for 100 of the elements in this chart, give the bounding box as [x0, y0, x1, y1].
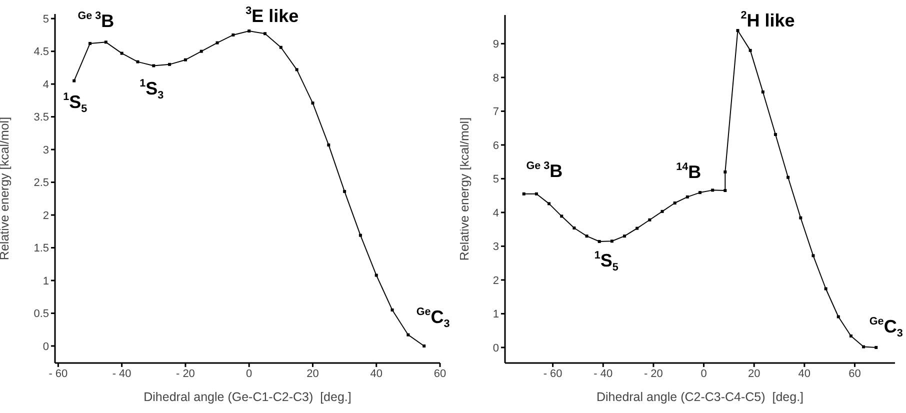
- point: [623, 234, 626, 238]
- point: [295, 68, 298, 72]
- y-tick-label: 4.5: [34, 46, 49, 58]
- point: [120, 52, 124, 55]
- y-tick-label: 1.5: [34, 242, 49, 255]
- x-tick-label: - 40: [112, 368, 132, 380]
- annotation: $^{Ge 3}$B: [526, 160, 563, 181]
- y-tick-label: 1: [42, 275, 49, 288]
- y-tick-label: 0: [42, 340, 49, 353]
- point: [390, 308, 394, 312]
- point: [836, 315, 840, 318]
- x-tick-label: 40: [798, 368, 811, 380]
- y-tick-label: 0.5: [34, 308, 49, 320]
- y-tick-label: 4: [492, 207, 499, 220]
- point: [248, 30, 251, 33]
- y-tick-label: 3.5: [34, 112, 49, 124]
- point: [673, 202, 676, 205]
- point: [560, 214, 564, 218]
- point: [799, 216, 802, 220]
- point: [422, 344, 426, 348]
- y-tick-label: 2: [492, 274, 499, 287]
- point: [184, 58, 187, 62]
- x-tick-label: 40: [370, 368, 382, 380]
- point: [698, 191, 702, 194]
- x-tick-label: - 40: [594, 368, 613, 380]
- y-tick-label: 0: [492, 342, 499, 354]
- y-tick-label: 5: [492, 174, 499, 186]
- y-tick-label: 8: [492, 72, 499, 84]
- x-tick-label: 20: [748, 368, 760, 380]
- point: [548, 202, 551, 206]
- x-tick-label: - 60: [543, 368, 562, 380]
- y-tick-label: 9: [492, 38, 499, 51]
- point: [168, 62, 172, 66]
- point: [406, 333, 410, 336]
- point: [311, 102, 314, 105]
- point: [660, 210, 664, 213]
- point: [343, 190, 346, 193]
- point: [88, 42, 92, 45]
- point: [572, 226, 576, 230]
- point: [72, 79, 76, 82]
- point: [774, 132, 777, 136]
- point: [585, 234, 588, 238]
- point: [724, 189, 727, 192]
- point: [786, 176, 790, 179]
- annotation: $^{1}$S$_{5}$: [63, 90, 88, 115]
- point: [358, 234, 362, 237]
- point: [598, 240, 601, 243]
- point: [232, 33, 235, 36]
- point: [686, 195, 689, 198]
- point: [374, 274, 378, 277]
- point: [104, 40, 108, 44]
- annotation: $^{1}$S$_{5}$: [594, 249, 618, 274]
- y-tick-label: 7: [492, 106, 499, 118]
- x-tick-label: - 20: [644, 368, 663, 380]
- annotation: $^{14}$B: [676, 161, 702, 182]
- y-tick-label: 6: [492, 140, 499, 152]
- point: [849, 334, 852, 338]
- annotation: $^{Ge}$C$_{3}$: [416, 306, 450, 330]
- point: [874, 346, 878, 349]
- point: [522, 192, 526, 196]
- point: [761, 90, 764, 94]
- point: [648, 218, 652, 222]
- y-tick-label: 3: [42, 144, 49, 156]
- point: [534, 192, 538, 196]
- x-tick-label: 60: [848, 368, 861, 380]
- point: [152, 64, 156, 68]
- y-tick-label: 2.5: [34, 177, 49, 190]
- x-tick-label: - 20: [176, 368, 195, 380]
- point: [862, 345, 866, 348]
- point: [279, 46, 282, 49]
- point: [636, 226, 639, 230]
- y-tick-label: 1: [492, 308, 499, 321]
- point: [824, 287, 828, 290]
- point: [327, 143, 330, 146]
- x-tick-label: 0: [700, 368, 707, 380]
- annotation: $^{2}$H like: [740, 9, 795, 30]
- x-axis-title: Dihedral angle (Ge-C1-C2-C3) [deg.]: [144, 390, 352, 404]
- annotation: $^{Ge}$C$_{3}$: [869, 315, 903, 340]
- y-tick-label: 5: [42, 13, 49, 26]
- annotation: $^{Ge 3}$B: [78, 10, 114, 31]
- y-tick-label: 3: [492, 241, 499, 254]
- x-tick-label: 0: [246, 368, 252, 380]
- y-tick-label: 4: [42, 78, 49, 91]
- point: [216, 41, 219, 44]
- point: [736, 29, 740, 32]
- annotation: $^{3}$E like: [246, 4, 299, 26]
- y-tick-label: 2: [42, 210, 49, 222]
- x-axis-title: Dihedral angle (C2-C3-C4-C5) [deg.]: [596, 390, 804, 404]
- point: [610, 240, 614, 243]
- x-tick-label: 20: [306, 368, 319, 380]
- x-tick-label: 60: [434, 368, 446, 380]
- point: [724, 170, 727, 174]
- annotation: $^{1}$S$_{3}$: [140, 78, 164, 102]
- point: [264, 32, 266, 36]
- point: [200, 50, 203, 53]
- point: [136, 60, 140, 64]
- point: [748, 48, 752, 52]
- x-tick-label: - 60: [48, 368, 68, 380]
- point: [711, 188, 714, 192]
- point: [812, 254, 815, 258]
